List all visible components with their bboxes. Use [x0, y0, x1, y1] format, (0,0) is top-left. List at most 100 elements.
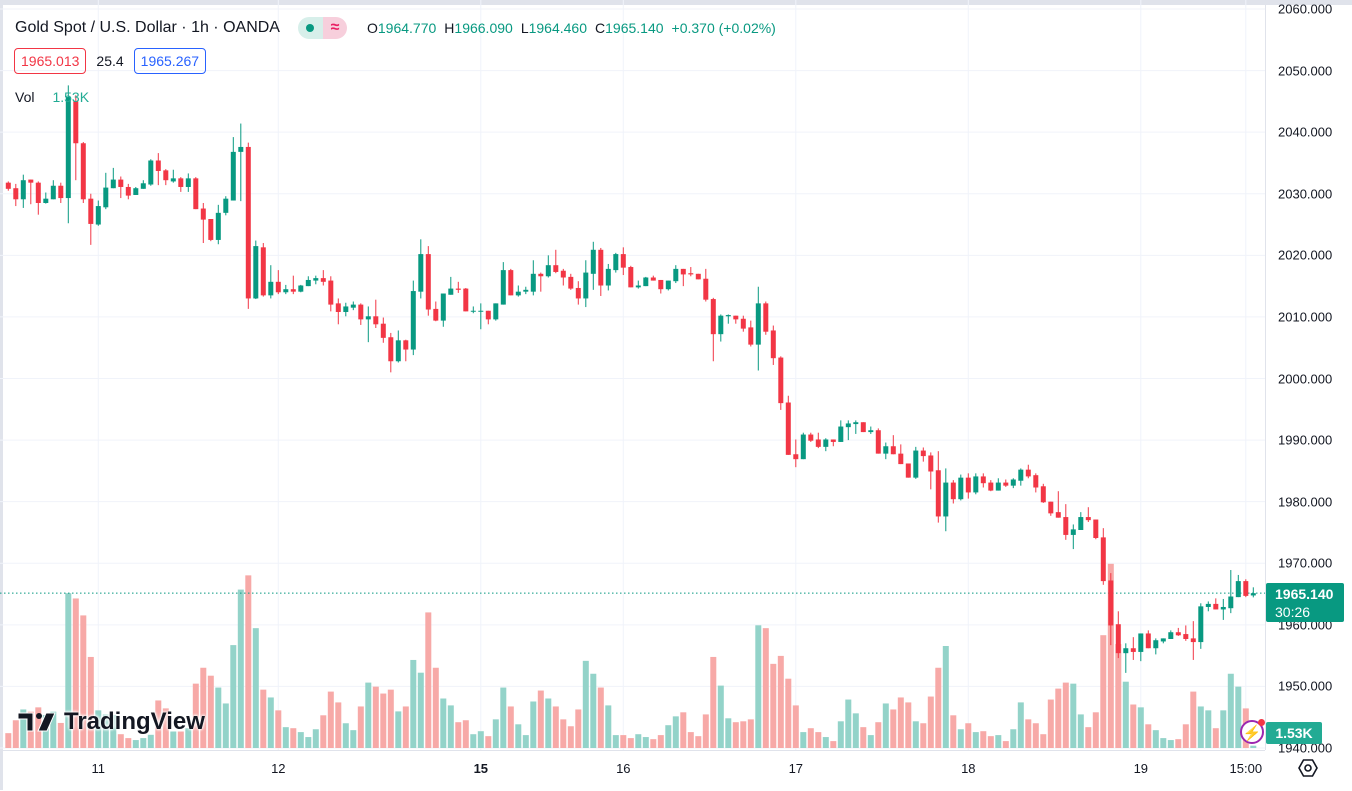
candle [148, 159, 154, 186]
candle [260, 243, 266, 297]
volume-bar [807, 728, 814, 748]
volume-bar [920, 723, 927, 748]
candle [440, 293, 446, 327]
volume-bar [297, 732, 304, 748]
price-axis[interactable]: 2060.000 2050.000 2040.000 2030.000 2020.000… [1265, 2, 1352, 756]
market-status-dot-icon[interactable] [297, 17, 323, 39]
candle-body [628, 267, 634, 288]
time-axis[interactable]: 11 12 15 16 17 18 19 15:00 [3, 750, 1265, 791]
volume-bar [770, 663, 777, 748]
volume-bar [470, 734, 477, 748]
volume-legend[interactable]: Vol 1.53K [15, 89, 89, 105]
candle-body [553, 265, 559, 272]
x-tick-label: 16 [616, 761, 631, 776]
candle-body [35, 182, 41, 203]
candle-body [935, 470, 941, 517]
volume-bar [612, 735, 619, 748]
candle-body [463, 288, 469, 312]
candle [493, 303, 499, 321]
volume-bar [1205, 710, 1212, 748]
volume-bar [717, 685, 724, 748]
volume-bar [792, 705, 799, 748]
candle-body [455, 288, 461, 290]
buy-button[interactable]: 1965.267 [133, 48, 207, 74]
candle-body [778, 357, 784, 404]
open-value: 1964.770 [377, 20, 437, 36]
candle [793, 439, 799, 468]
candle-body [965, 477, 971, 493]
status-pill[interactable]: ≈ [297, 17, 347, 39]
settings-gear-icon[interactable] [1298, 758, 1318, 778]
candle-body [478, 310, 484, 312]
volume-bar [1062, 682, 1069, 748]
candle [1235, 574, 1241, 598]
candle-body [163, 170, 169, 181]
tradingview-logo[interactable]: TradingView [18, 708, 205, 736]
volume-bar [725, 718, 732, 748]
volume-bar [957, 729, 964, 748]
candle [313, 275, 319, 285]
price-chart[interactable] [0, 0, 1265, 750]
candle [320, 270, 326, 286]
candle-body [170, 178, 176, 182]
candle-body [133, 188, 139, 195]
volume-bar [65, 593, 72, 748]
volume-bar [440, 698, 447, 748]
candle [568, 273, 574, 290]
candle-body [988, 482, 994, 491]
candle [1115, 611, 1121, 659]
candle-body [943, 482, 949, 517]
candle [350, 301, 356, 311]
candle [553, 249, 559, 274]
candle [1205, 601, 1211, 612]
close-label: C [595, 20, 606, 36]
change-value: +0.370 (+0.02%) [671, 20, 776, 36]
sell-button[interactable]: 1965.013 [14, 48, 87, 74]
candle-body [305, 279, 311, 287]
candle-body [658, 279, 664, 290]
candle [890, 435, 896, 455]
candle-body [575, 287, 581, 299]
symbol-title[interactable]: Gold Spot / U.S. Dollar · 1h · OANDA [15, 19, 280, 36]
candle-body [328, 280, 334, 305]
candle-body [785, 402, 791, 455]
candle [245, 142, 251, 309]
high-label: H [444, 20, 455, 36]
candle [808, 432, 814, 442]
candle [823, 438, 829, 452]
candle-body [140, 183, 146, 189]
candle-body [1243, 581, 1249, 596]
volume-bar [1130, 704, 1137, 748]
volume-bar [207, 675, 214, 748]
candle-body [853, 422, 859, 425]
candle-body [1100, 537, 1106, 582]
volume-bar [245, 575, 252, 748]
tradingview-logo-text: TradingView [64, 708, 205, 735]
candle-body [1130, 648, 1136, 652]
candle-body [185, 178, 191, 187]
last-price-value: 1965.140 [1275, 586, 1334, 602]
candle [1145, 630, 1151, 649]
candle [643, 276, 649, 287]
bar-countdown: 30:26 [1275, 604, 1311, 620]
candle-body [635, 285, 641, 288]
lightning-icon[interactable]: ⚡ [1240, 719, 1265, 744]
candle [523, 286, 529, 295]
close-value: 1965.140 [605, 20, 664, 36]
candle [50, 180, 56, 200]
candle [200, 202, 206, 244]
candle [763, 301, 769, 335]
candle-body [1145, 633, 1151, 649]
candle-body [80, 143, 86, 200]
volume-bar [905, 702, 912, 748]
data-delay-icon[interactable]: ≈ [322, 17, 347, 39]
candle [718, 314, 724, 342]
volume-bar [1070, 683, 1077, 748]
candle [20, 174, 26, 208]
volume-bar [582, 660, 589, 748]
candle-body [808, 434, 814, 441]
volume-bar [500, 687, 507, 748]
candle [178, 177, 184, 192]
candle-body [1190, 638, 1196, 643]
volume-bar [1055, 688, 1062, 748]
